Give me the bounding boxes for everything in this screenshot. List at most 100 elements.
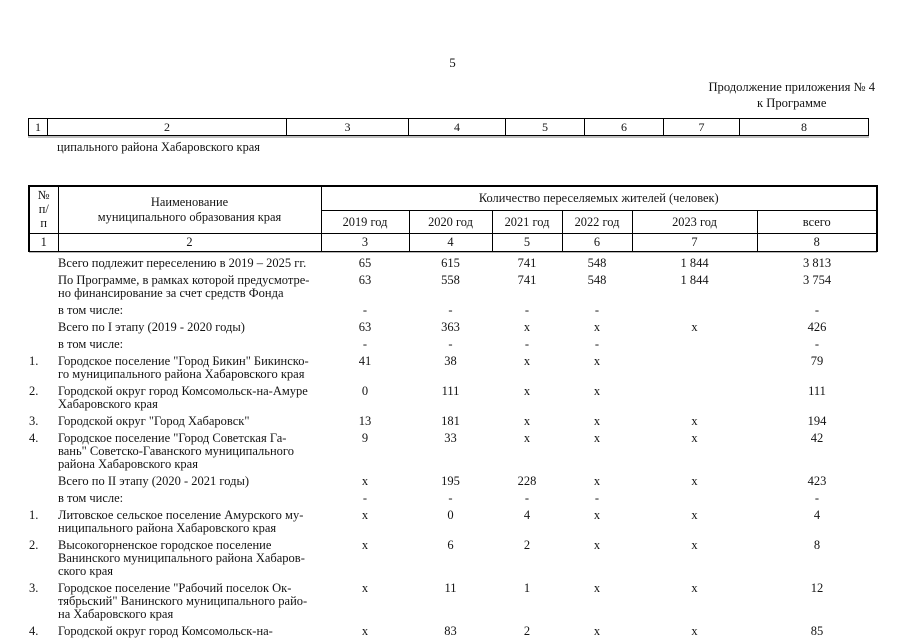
row-number-cell bbox=[29, 252, 58, 273]
row-value-cell: х bbox=[593, 538, 601, 552]
row-value-cell: - bbox=[362, 303, 368, 317]
row-value-cell: х bbox=[593, 474, 601, 488]
row-value-cell: - bbox=[362, 491, 368, 505]
index-cell: 5 bbox=[491, 233, 563, 252]
row-name-cell: в том числе: bbox=[58, 303, 124, 317]
row-number-cell: 2. bbox=[29, 538, 39, 552]
main-table-body: Всего подлежит переселению в 2019 – 2025… bbox=[29, 252, 877, 640]
row-value-cell: 195 bbox=[441, 474, 460, 488]
row-number-cell bbox=[29, 490, 58, 507]
row-value-cell: 1 844 bbox=[680, 273, 709, 287]
row-number-cell bbox=[29, 336, 58, 353]
row-value-cell bbox=[632, 353, 757, 383]
row-value-cell: - bbox=[524, 337, 530, 351]
row-value-cell: 33 bbox=[444, 431, 457, 445]
top-index-row: 1 2 3 4 5 6 7 8 bbox=[28, 118, 869, 136]
row-value-cell: - bbox=[594, 491, 600, 505]
row-value-cell: 548 bbox=[587, 273, 607, 287]
row-value-cell: - bbox=[594, 337, 600, 351]
row-name-cell: Городской округ город Комсомольск-на-Аму… bbox=[58, 384, 308, 411]
row-value-cell: х bbox=[361, 581, 369, 595]
row-value-cell: х bbox=[691, 624, 698, 638]
row-number-cell bbox=[29, 272, 58, 302]
row-value-cell bbox=[632, 302, 757, 319]
row-number-cell: 4. bbox=[29, 624, 39, 638]
index-cell: 1 bbox=[28, 118, 48, 136]
index-cell: 4 bbox=[408, 233, 493, 252]
row-value-cell: х bbox=[691, 538, 698, 552]
row-value-cell: х bbox=[361, 474, 369, 488]
row-name-cell: Высокогорненское городское поселение Ван… bbox=[58, 538, 305, 578]
table-row: в том числе: - - - - - bbox=[29, 302, 877, 319]
row-value-cell: - bbox=[448, 491, 453, 505]
row-value-cell: 4 bbox=[523, 508, 531, 522]
row-name-cell: Городское поселение "Рабочий поселок Ок-… bbox=[58, 581, 308, 621]
row-value-cell: - bbox=[448, 303, 453, 317]
row-name-cell: Городской округ "Город Хабаровск" bbox=[58, 414, 250, 428]
header-year-2023: 2023 год bbox=[631, 210, 758, 234]
table-row: 2. Высокогорненское городское поселение В… bbox=[29, 537, 877, 580]
table-row: 1. Городское поселение "Город Бикин" Бики… bbox=[29, 353, 877, 383]
row-value-cell: х bbox=[523, 414, 531, 428]
row-value-cell: х bbox=[593, 508, 601, 522]
row-value-cell: х bbox=[691, 508, 698, 522]
table-row: 1. Литовское сельское поселение Амурского… bbox=[29, 507, 877, 537]
row-value-cell: х bbox=[523, 431, 531, 445]
main-table: № п/ п Наименование муниципального образ… bbox=[28, 185, 878, 640]
row-number-cell: 3. bbox=[29, 414, 39, 428]
row-name-cell: Городской округ город Комсомольск-на- bbox=[58, 624, 273, 638]
row-value-cell: 63 bbox=[358, 320, 372, 334]
carryover-text: ципального района Хабаровского края bbox=[57, 140, 260, 154]
row-value-cell: 548 bbox=[587, 256, 607, 270]
row-value-cell: 79 bbox=[810, 354, 824, 368]
header-year-2019: 2019 год bbox=[320, 210, 410, 234]
row-value-cell: 41 bbox=[358, 354, 372, 368]
table-row: 3. Городское поселение "Рабочий поселок О… bbox=[29, 580, 877, 623]
row-value-cell: - bbox=[814, 491, 820, 505]
row-number-cell: 2. bbox=[29, 384, 39, 398]
index-cell: 7 bbox=[663, 118, 740, 136]
row-value-cell bbox=[632, 336, 757, 353]
row-value-cell: 83 bbox=[444, 624, 457, 638]
row-value-cell: 85 bbox=[810, 624, 824, 638]
row-value-cell: 0 bbox=[447, 508, 454, 522]
row-value-cell: - bbox=[362, 337, 368, 351]
row-value-cell: х bbox=[361, 624, 369, 638]
row-value-cell: х bbox=[691, 581, 698, 595]
row-value-cell: 38 bbox=[444, 354, 457, 368]
continuation-note: Продолжение приложения № 4 к Программе bbox=[708, 80, 875, 111]
index-cell: 2 bbox=[47, 118, 287, 136]
row-number-cell bbox=[29, 302, 58, 319]
row-value-cell: 558 bbox=[441, 273, 460, 287]
row-value-cell: х bbox=[361, 538, 369, 552]
row-name-cell: По Программе, в рамках которой предусмот… bbox=[58, 273, 310, 300]
row-value-cell: 65 bbox=[358, 256, 372, 270]
row-value-cell: х bbox=[523, 354, 531, 368]
row-value-cell: 12 bbox=[810, 581, 824, 595]
row-value-cell: 363 bbox=[441, 320, 460, 334]
row-value-cell: х bbox=[523, 384, 531, 398]
row-value-cell: х bbox=[691, 474, 698, 488]
index-cell: 1 bbox=[28, 233, 59, 252]
row-value-cell: 111 bbox=[441, 384, 460, 398]
row-value-cell: - bbox=[524, 303, 530, 317]
row-value-cell: 42 bbox=[810, 431, 824, 445]
header-year-2022: 2022 год bbox=[561, 210, 633, 234]
header-col-total: всего bbox=[756, 210, 878, 234]
row-number-cell: 1. bbox=[29, 508, 39, 522]
index-cell: 7 bbox=[631, 233, 758, 252]
row-value-cell: 615 bbox=[441, 256, 460, 270]
row-value-cell: - bbox=[814, 337, 820, 351]
row-number-cell: 4. bbox=[29, 431, 39, 445]
row-value-cell: 2 bbox=[523, 538, 531, 552]
table-row: в том числе: - - - - - bbox=[29, 336, 877, 353]
header-num-col: № п/ п bbox=[28, 185, 59, 234]
row-value-cell: 8 bbox=[813, 538, 821, 552]
row-number-cell: 3. bbox=[29, 581, 39, 595]
row-value-cell: х bbox=[593, 354, 601, 368]
row-value-cell: х bbox=[361, 508, 369, 522]
row-value-cell: 741 bbox=[517, 256, 537, 270]
row-value-cell: х bbox=[593, 581, 601, 595]
row-value-cell: - bbox=[448, 337, 453, 351]
